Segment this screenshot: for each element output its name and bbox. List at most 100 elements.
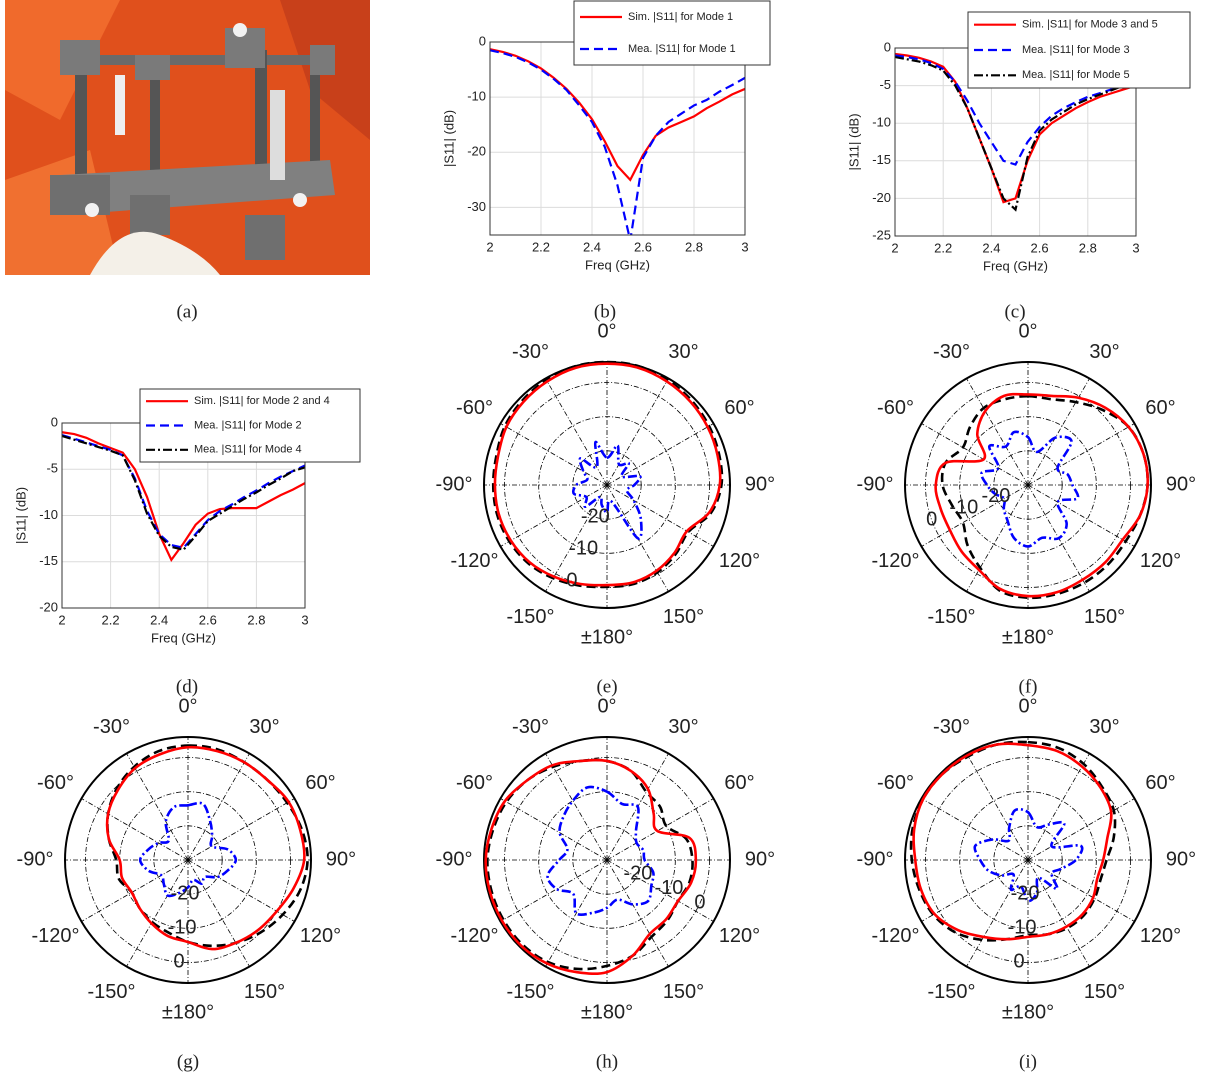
radial-label: -10	[569, 537, 598, 559]
angle-label: 60°	[1145, 772, 1175, 794]
legend-label: Mea. |S11| for Mode 4	[194, 444, 302, 456]
grid-spoke	[545, 753, 608, 861]
outer-ring	[64, 736, 312, 984]
grid-spoke	[1027, 753, 1090, 861]
grid-spoke	[126, 753, 189, 861]
radial-label: 0	[926, 508, 937, 530]
radial-label: 0	[566, 570, 577, 592]
line-chart: 2 2.2 2.4 2.6 2.8 3 0 -10 -20 -30 Freq (GHz) |S11| …	[441, 0, 771, 322]
y-tick-label: 0	[51, 414, 58, 429]
radial-label: -20	[981, 485, 1010, 507]
pattern-curve	[934, 392, 1149, 598]
grid-spoke	[187, 859, 295, 922]
x-tick-label: 2.8	[1079, 240, 1097, 255]
outer-ring	[904, 736, 1152, 984]
x-tick-label: 2	[891, 240, 898, 255]
angle-label: -30°	[512, 341, 549, 363]
angle-label: -30°	[933, 341, 970, 363]
x-tick-label: 2	[58, 612, 65, 627]
angle-label: 60°	[724, 397, 754, 419]
grid-spoke	[545, 378, 608, 486]
grid-spoke	[1027, 378, 1090, 486]
legend-label: Mea. |S11| for Mode 2	[194, 419, 302, 431]
grid-spoke	[1027, 423, 1135, 486]
polar-chart: 0° 30° 60° 90° 120° 150° ±180° -150° -120° -90° -6…	[436, 320, 776, 697]
angle-label: ±180°	[581, 1001, 633, 1023]
angle-label: 0°	[597, 695, 616, 717]
caption: (d)	[176, 676, 198, 697]
pattern-curve	[546, 785, 655, 917]
grid-spoke	[126, 859, 189, 967]
series-line	[62, 431, 305, 563]
pattern-curve	[484, 758, 698, 976]
x-tick-label: 2.6	[634, 239, 652, 254]
polar-chart: 0° 30° 60° 90° 120° 150° ±180° -150° -120° -90° -6…	[857, 695, 1197, 1072]
outer-ring	[904, 361, 1152, 609]
caption: (c)	[1004, 301, 1025, 322]
angle-label: 0°	[1018, 320, 1037, 342]
angle-label: 90°	[1166, 473, 1196, 495]
radial-label: 0	[694, 892, 705, 914]
y-tick-label: -30	[467, 199, 486, 214]
radial-label: -10	[1008, 916, 1037, 938]
angle-label: -30°	[93, 716, 130, 738]
angle-label: -60°	[877, 397, 914, 419]
x-tick-label: 2.4	[982, 240, 1000, 255]
x-tick-label: 3	[301, 612, 308, 627]
angle-label: 150°	[1084, 606, 1125, 628]
grid-spoke	[187, 753, 250, 861]
series-line	[895, 55, 1136, 212]
angle-label: 150°	[663, 981, 704, 1003]
angle-label: 0°	[178, 695, 197, 717]
angle-label: -150°	[927, 981, 975, 1003]
pattern-curve	[486, 758, 694, 971]
angle-label: -120°	[450, 550, 498, 572]
radial-label: -10	[949, 497, 978, 519]
y-tick-label: -10	[39, 507, 58, 522]
x-axis-label: Freq (GHz)	[585, 257, 650, 272]
angle-label: ±180°	[162, 1001, 214, 1023]
grid-ring	[959, 791, 1097, 929]
caption: (a)	[176, 301, 197, 322]
caption: (b)	[594, 301, 616, 322]
x-tick-label: 2.8	[685, 239, 703, 254]
grid-spoke	[500, 484, 608, 547]
y-axis-label: |S11| (dB)	[846, 113, 861, 170]
y-axis-label: |S11| (dB)	[441, 110, 456, 167]
photo	[5, 0, 370, 275]
caption: (g)	[177, 1051, 199, 1072]
pattern-curve	[491, 360, 724, 589]
radial-label: 0	[1014, 950, 1025, 972]
radial-label: -20	[171, 882, 200, 904]
grid-spoke	[500, 798, 608, 861]
angle-label: -150°	[927, 606, 975, 628]
angle-label: 120°	[1140, 550, 1181, 572]
angle-label: 30°	[249, 716, 279, 738]
pattern-curve	[909, 740, 1117, 942]
series-line	[895, 54, 1136, 166]
series-line	[490, 49, 745, 235]
angle-label: -150°	[87, 981, 135, 1003]
x-tick-label: 3	[741, 239, 748, 254]
x-tick-label: 2.6	[1031, 240, 1049, 255]
radial-label: -20	[581, 505, 610, 527]
angle-label: -90°	[17, 848, 54, 870]
angle-label: 150°	[663, 606, 704, 628]
angle-label: 90°	[1166, 848, 1196, 870]
grid-spoke	[606, 423, 714, 486]
pattern-curve	[493, 362, 722, 587]
grid-spoke	[606, 859, 714, 922]
series-line	[895, 52, 1136, 204]
grid-spoke	[966, 859, 1029, 967]
x-axis-label: Freq (GHz)	[983, 258, 1048, 273]
x-tick-label: 2.2	[532, 239, 550, 254]
y-tick-label: -10	[467, 89, 486, 104]
caption: (f)	[1019, 676, 1038, 697]
caption: (i)	[1019, 1051, 1037, 1072]
angle-label: -30°	[512, 716, 549, 738]
y-axis-label: |S11| (dB)	[13, 487, 28, 544]
polar-chart: 0° 30° 60° 90° 120° 150° ±180° -150° -120° -90° -6…	[17, 695, 357, 1072]
x-tick-label: 2.6	[199, 612, 217, 627]
angle-label: 60°	[724, 772, 754, 794]
grid-spoke	[966, 378, 1029, 486]
